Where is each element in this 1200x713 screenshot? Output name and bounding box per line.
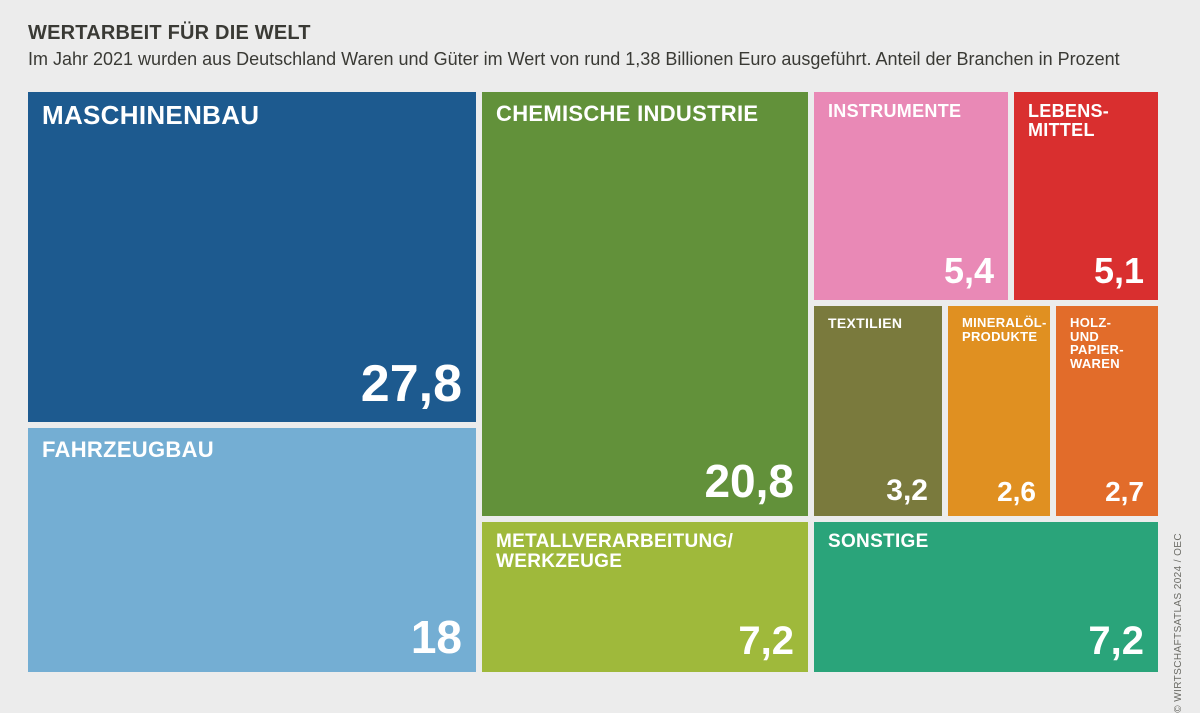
tile-label: LEBENS- MITTEL	[1028, 102, 1144, 140]
tile-label: HOLZ- UND PAPIER- WAREN	[1070, 316, 1144, 371]
tile-lebensmittel: LEBENS- MITTEL 5,1	[1014, 92, 1158, 300]
tile-value: 20,8	[704, 454, 794, 508]
tile-label: MINERALÖL- PRODUKTE	[962, 316, 1036, 343]
tile-maschinenbau: MASCHINENBAU 27,8	[28, 92, 476, 422]
tile-sonstige: SONSTIGE 7,2	[814, 522, 1158, 672]
tile-chemie: CHEMISCHE INDUSTRIE 20,8	[482, 92, 808, 516]
tile-metall: METALLVERARBEITUNG/ WERKZEUGE 7,2	[482, 522, 808, 672]
tile-label: MASCHINENBAU	[42, 102, 462, 129]
tile-instrumente: INSTRUMENTE 5,4	[814, 92, 1008, 300]
tile-value: 3,2	[886, 474, 928, 508]
tile-value: 5,1	[1094, 250, 1144, 292]
tile-value: 27,8	[361, 354, 462, 414]
tile-fahrzeugbau: FAHRZEUGBAU 18	[28, 428, 476, 672]
tile-value: 5,4	[944, 250, 994, 292]
tile-textilien: TEXTILIEN 3,2	[814, 306, 942, 516]
tile-label: FAHRZEUGBAU	[42, 438, 462, 461]
tile-label: INSTRUMENTE	[828, 102, 994, 121]
tile-value: 7,2	[1088, 619, 1144, 664]
tile-value: 18	[411, 610, 462, 664]
tile-value: 2,6	[997, 476, 1036, 508]
tile-mineraloel: MINERALÖL- PRODUKTE 2,6	[948, 306, 1050, 516]
tile-label: TEXTILIEN	[828, 316, 928, 331]
chart-title: WERTARBEIT FÜR DIE WELT	[28, 22, 1160, 45]
tile-label: CHEMISCHE INDUSTRIE	[496, 102, 794, 125]
tile-holzpapier: HOLZ- UND PAPIER- WAREN 2,7	[1056, 306, 1158, 516]
treemap-chart: MASCHINENBAU 27,8 FAHRZEUGBAU 18 CHEMISCHE I…	[28, 92, 1158, 672]
tile-value: 2,7	[1105, 476, 1144, 508]
tile-label: METALLVERARBEITUNG/ WERKZEUGE	[496, 532, 794, 572]
credit-text: © WIRTSCHAFTSATLAS 2024 / OEC	[1173, 533, 1184, 713]
tile-value: 7,2	[738, 619, 794, 664]
tile-label: SONSTIGE	[828, 532, 1144, 552]
chart-subtitle: Im Jahr 2021 wurden aus Deutschland Ware…	[28, 49, 1160, 70]
